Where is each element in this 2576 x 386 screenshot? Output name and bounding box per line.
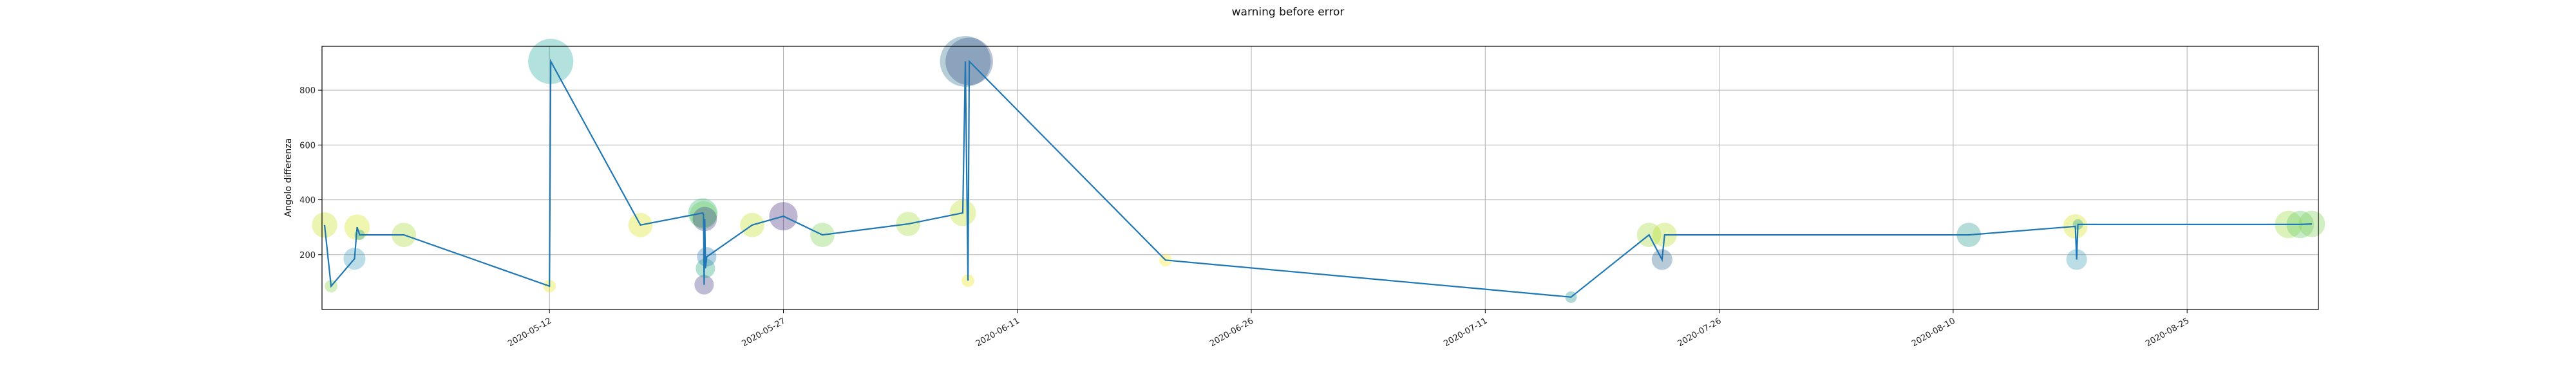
series-line: [323, 59, 2312, 298]
y-tick-label: 800: [299, 86, 316, 96]
x-tick-label: 2020-06-11: [974, 316, 1021, 349]
y-tick-label: 600: [299, 141, 316, 151]
x-tick-label: 2020-05-12: [506, 316, 553, 349]
y-tick-label: 200: [299, 251, 316, 261]
x-tick-label: 2020-08-10: [1910, 316, 1957, 349]
data-point: [312, 212, 337, 238]
markers: [312, 35, 2325, 303]
y-axis-label: Angolo differenza: [283, 138, 294, 217]
y-tick-label: 400: [299, 196, 316, 206]
x-tick-label: 2020-06-26: [1208, 316, 1255, 349]
grid: [322, 46, 2318, 309]
x-tick-label: 2020-05-27: [741, 316, 788, 349]
plot-frame: [321, 46, 2319, 310]
x-tick-label: 2020-07-11: [1442, 316, 1489, 349]
chart-title: warning before error: [1232, 6, 1345, 19]
x-tick-label: 2020-08-25: [2144, 316, 2191, 349]
x-tick-label: 2020-07-26: [1676, 316, 1723, 349]
